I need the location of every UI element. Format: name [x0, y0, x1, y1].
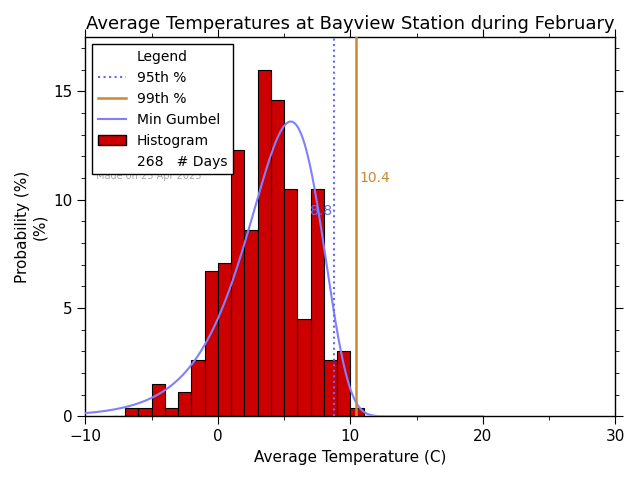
- Text: 8.8: 8.8: [310, 204, 332, 217]
- Bar: [284, 189, 298, 416]
- Bar: [218, 263, 231, 416]
- X-axis label: Average Temperature (C): Average Temperature (C): [254, 450, 447, 465]
- Bar: [350, 408, 364, 416]
- Bar: [178, 393, 191, 416]
- Bar: [310, 189, 324, 416]
- Bar: [258, 70, 271, 416]
- Legend: 95th %, 99th %, Min Gumbel, Histogram, 268   # Days: 95th %, 99th %, Min Gumbel, Histogram, 2…: [92, 44, 233, 174]
- Title: Average Temperatures at Bayview Station during February: Average Temperatures at Bayview Station …: [86, 15, 614, 33]
- Y-axis label: Probability (%)
(%): Probability (%) (%): [15, 171, 47, 283]
- Bar: [152, 384, 165, 416]
- Bar: [125, 408, 138, 416]
- Bar: [337, 351, 350, 416]
- Bar: [231, 150, 244, 416]
- Bar: [165, 408, 178, 416]
- Text: Made on 25 Apr 2025: Made on 25 Apr 2025: [96, 171, 202, 181]
- Bar: [205, 271, 218, 416]
- Bar: [271, 100, 284, 416]
- Bar: [324, 360, 337, 416]
- Bar: [191, 360, 205, 416]
- Bar: [138, 408, 152, 416]
- Bar: [244, 230, 258, 416]
- Text: 10.4: 10.4: [360, 171, 390, 185]
- Bar: [298, 319, 310, 416]
